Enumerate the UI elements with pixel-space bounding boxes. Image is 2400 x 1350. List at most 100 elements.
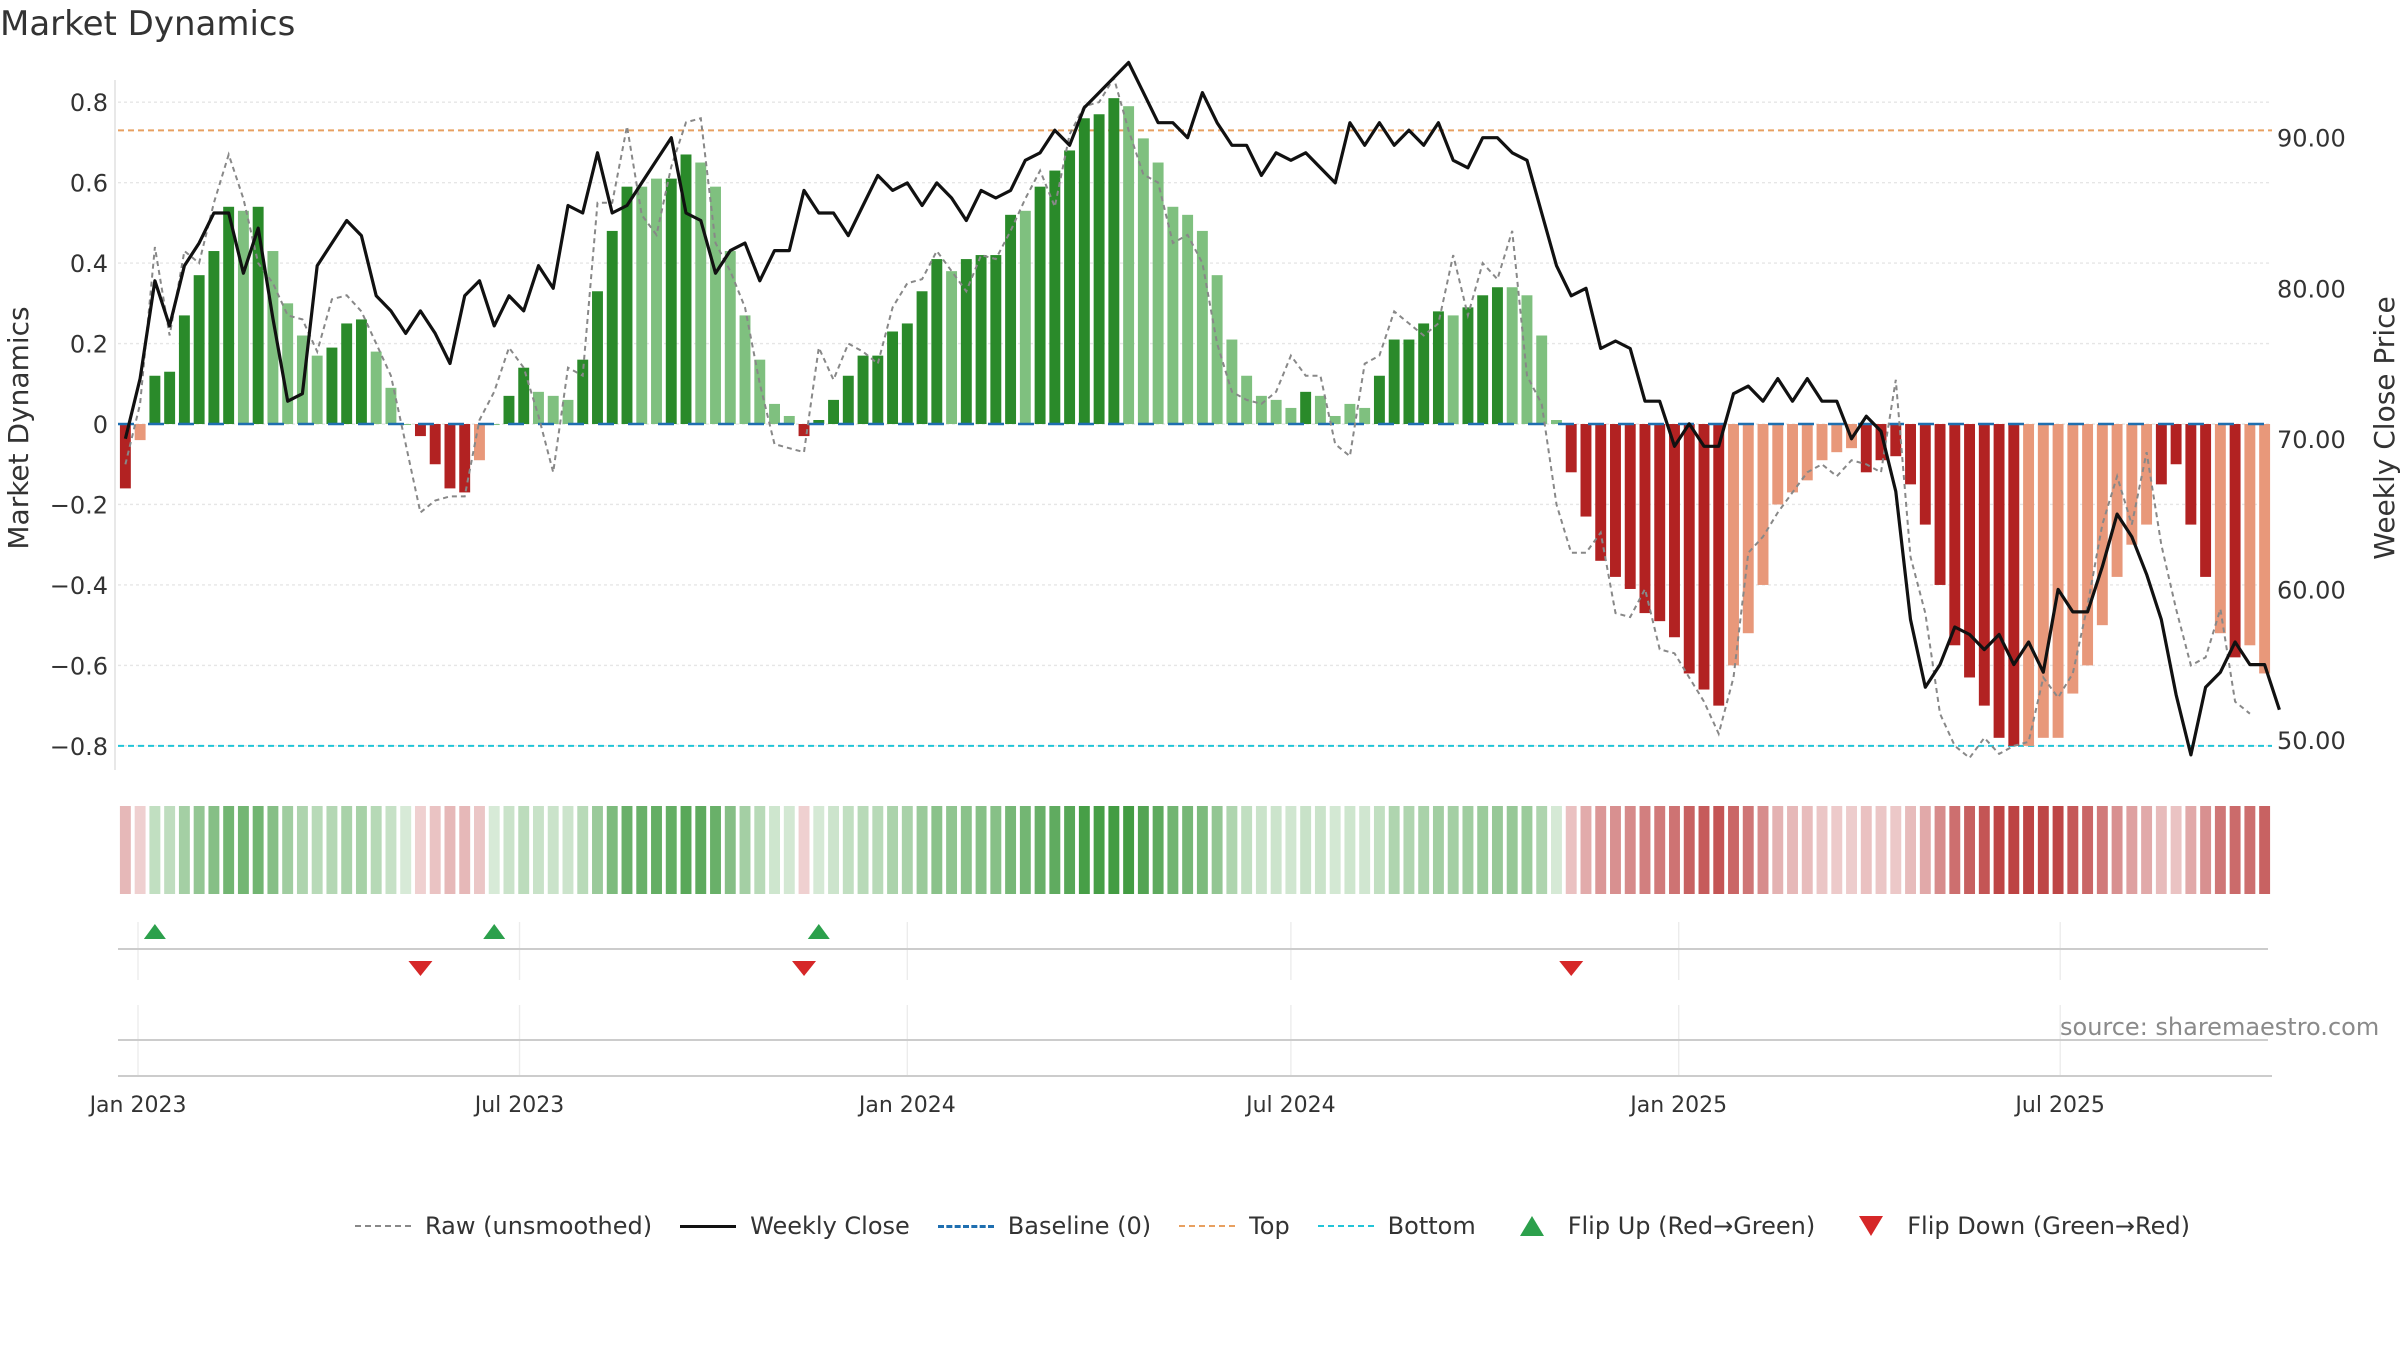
dynamics-bar <box>267 251 279 425</box>
dynamics-bar <box>1344 403 1356 425</box>
heat-cell <box>1934 806 1946 894</box>
dynamics-bar <box>1137 138 1149 425</box>
heat-cell <box>606 806 618 894</box>
heat-cell <box>237 806 249 894</box>
dynamics-bar <box>1196 230 1208 425</box>
legend-label-baseline: Baseline (0) <box>1007 1212 1152 1240</box>
legend-label-bottom: Bottom <box>1387 1212 1476 1240</box>
dynamics-bar <box>695 162 707 425</box>
heat-cell <box>1624 806 1636 894</box>
flip-markers-panel <box>118 924 2272 1077</box>
dynamics-bar <box>857 355 869 425</box>
dynamics-bar <box>1860 424 1872 473</box>
dynamics-bar <box>1359 407 1371 425</box>
heat-cell <box>946 806 958 894</box>
heat-cell <box>459 806 471 894</box>
dynamics-bar <box>1123 106 1135 425</box>
dynamics-bar <box>2008 424 2020 746</box>
heat-cell <box>193 806 205 894</box>
heat-cell <box>783 806 795 894</box>
heat-cell <box>931 806 943 894</box>
dynamics-bar <box>149 375 161 425</box>
dynamics-bar <box>1551 420 1562 425</box>
dynamics-bar <box>710 186 721 425</box>
dynamics-bar <box>636 186 648 425</box>
heat-cell <box>1565 806 1577 894</box>
close-line-swatch <box>680 1224 737 1228</box>
heat-cell <box>1580 806 1592 894</box>
heat-cell <box>2200 806 2212 894</box>
heat-cell <box>621 806 633 894</box>
heat-cell <box>592 806 603 894</box>
dynamics-bar <box>665 178 677 425</box>
legend: Raw (unsmoothed) Weekly Close Baseline (… <box>355 1208 2218 1244</box>
legend-item-flip-down: Flip Down (Green→Red) <box>1843 1212 2190 1240</box>
legend-item-bottom: Bottom <box>1317 1212 1476 1240</box>
dynamics-bar <box>474 424 485 461</box>
heat-cell <box>1905 806 1916 894</box>
dynamics-bar <box>2170 424 2182 465</box>
dynamics-bar <box>1049 170 1061 425</box>
y-tick-label: 0.2 <box>70 331 108 359</box>
heat-cell <box>1506 806 1518 894</box>
legend-label-flip-up: Flip Up (Red→Green) <box>1567 1212 1816 1240</box>
heat-cell <box>1049 806 1061 894</box>
dynamics-bar <box>916 291 928 425</box>
y2-tick-label: 50.00 <box>2277 727 2346 755</box>
y2-tick-label: 60.00 <box>2277 576 2346 604</box>
dynamics-bar <box>1713 424 1725 706</box>
heat-cell <box>1064 806 1076 894</box>
heat-cell <box>887 806 899 894</box>
dynamics-bar <box>2141 424 2153 525</box>
heat-cell <box>1801 806 1813 894</box>
heat-cell <box>355 806 367 894</box>
dynamics-bar <box>2214 424 2226 634</box>
heat-cell <box>1890 806 1902 894</box>
dynamics-bar <box>887 331 899 425</box>
dynamics-bar <box>1034 186 1046 425</box>
dynamics-bar <box>1019 210 1031 425</box>
dynamics-bar <box>828 399 839 425</box>
heat-cell <box>2037 806 2049 894</box>
dynamics-bar <box>1300 391 1312 425</box>
flip-up-marker <box>143 924 166 939</box>
legend-label-flip-down: Flip Down (Green→Red) <box>1907 1212 2190 1240</box>
dynamics-bar <box>2259 424 2271 674</box>
dynamics-bar <box>1211 275 1223 425</box>
dynamics-bar <box>2037 424 2049 738</box>
heat-cell <box>680 806 692 894</box>
heat-cell <box>1978 806 1990 894</box>
dynamics-bar <box>1624 424 1636 589</box>
heat-cell <box>1654 806 1666 894</box>
dynamics-bar <box>533 391 544 425</box>
heat-cell <box>1919 806 1931 894</box>
dynamics-bar <box>990 255 1002 425</box>
dynamics-bar <box>1728 424 1739 666</box>
dynamics-bar <box>1329 415 1341 425</box>
dynamics-bar <box>1875 424 1887 461</box>
heat-cell <box>651 806 662 894</box>
heat-cell <box>267 806 279 894</box>
chart-title: Market Dynamics <box>0 4 296 44</box>
dynamics-bar <box>1669 424 1680 638</box>
flip-up-marker <box>483 924 506 939</box>
dynamics-bar <box>621 186 633 425</box>
heat-cell <box>828 806 839 894</box>
triangle-up-icon <box>1519 1216 1544 1236</box>
dynamics-bar <box>547 395 559 425</box>
heat-cell <box>1772 806 1784 894</box>
heat-cell <box>2082 806 2094 894</box>
heat-cell <box>1949 806 1961 894</box>
heat-cell <box>208 806 220 894</box>
heat-cell <box>724 806 736 894</box>
heat-cell <box>1595 806 1607 894</box>
dynamics-bar <box>2200 424 2212 577</box>
bottom-line-swatch <box>1317 1225 1374 1227</box>
dynamics-bar <box>783 415 795 425</box>
dynamics-bar <box>355 319 367 425</box>
heat-cell <box>872 806 884 894</box>
heat-cell <box>2008 806 2020 894</box>
heat-cell <box>2141 806 2153 894</box>
dynamics-bar <box>577 359 589 425</box>
heat-cell <box>1270 806 1282 894</box>
